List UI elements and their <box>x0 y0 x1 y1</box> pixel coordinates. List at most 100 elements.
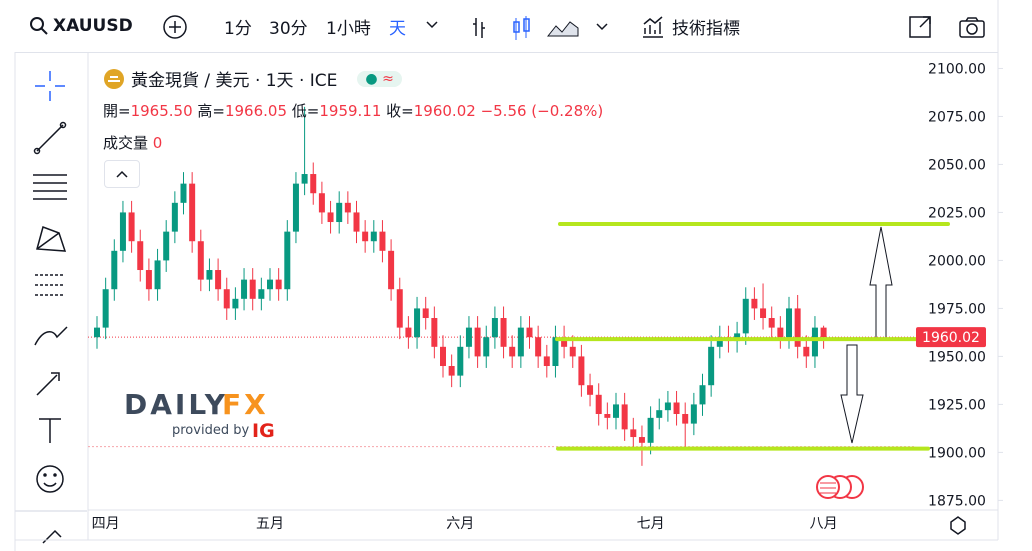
y-tick-label: 2100.00 <box>928 61 986 77</box>
candle-body <box>379 231 386 251</box>
x-tick-label: 八月 <box>810 516 838 532</box>
candle-body <box>690 404 697 424</box>
candle-body <box>716 337 723 347</box>
label: 開= <box>103 102 131 120</box>
candle-body <box>751 298 758 309</box>
indicator-icon[interactable] <box>640 14 666 40</box>
collapse-button[interactable] <box>104 160 140 188</box>
label: 高= <box>197 102 225 120</box>
candle-body <box>500 318 507 347</box>
gold-icon <box>104 68 124 89</box>
candle-body <box>197 241 204 280</box>
ohlc-row: 開=1965.50 高=1966.05 低=1959.11 收=1960.02 … <box>103 100 603 121</box>
x-tick-label: 五月 <box>256 516 284 532</box>
right-icons[interactable] <box>908 13 988 41</box>
watermark-brand: DAILY <box>124 388 228 421</box>
candle-body <box>604 414 611 418</box>
candle-body <box>820 327 827 338</box>
candle-body <box>613 404 619 418</box>
chart-type-icons[interactable] <box>470 14 610 40</box>
candle-body <box>119 212 126 251</box>
candle-body <box>318 193 325 213</box>
watermark-ig: IG <box>252 420 275 442</box>
candle-body <box>664 402 671 411</box>
candle-body <box>552 337 559 367</box>
top-toolbar: XAUUSD 1分 30分 1小時 天 技術指標 <box>15 0 998 53</box>
candle-body <box>267 279 273 290</box>
candle-body <box>327 212 334 223</box>
candle-body <box>223 289 230 309</box>
candle-body <box>509 346 516 357</box>
candle-body <box>457 346 464 376</box>
candle-body <box>405 327 412 338</box>
search-icon[interactable] <box>29 16 49 36</box>
candle-body <box>284 231 291 290</box>
candle-body <box>258 289 265 299</box>
indicators[interactable]: 技術指標 <box>672 18 740 39</box>
candle-body <box>206 270 213 280</box>
interval-active[interactable]: 天 <box>389 18 406 39</box>
interval[interactable]: 1分 <box>224 18 252 39</box>
candle-body <box>777 327 784 338</box>
candle-body <box>526 327 533 338</box>
candle-body <box>708 346 715 386</box>
candles <box>94 106 827 466</box>
candle-body <box>535 337 542 357</box>
change: −5.56 (−0.28%) <box>480 102 604 120</box>
candle-body <box>448 366 455 376</box>
candle-body <box>189 183 196 242</box>
candle-body <box>561 337 568 347</box>
candle-body <box>760 308 767 319</box>
value: 1965.50 <box>130 102 193 120</box>
candle-body <box>768 318 775 328</box>
last-price-label: 1960.02 <box>922 330 980 346</box>
y-tick-label: 1875.00 <box>928 493 986 509</box>
candle-body <box>241 279 248 299</box>
interval[interactable]: 1小時 <box>326 18 371 39</box>
value: 1960.02 <box>413 102 476 120</box>
y-tick-label: 2075.00 <box>928 109 986 125</box>
candle-body <box>171 202 178 232</box>
candle-body <box>491 318 498 338</box>
settings-icon[interactable] <box>950 516 966 535</box>
candle-body <box>673 402 680 415</box>
watermark-brand: FX <box>222 388 269 421</box>
candle-body <box>362 231 369 242</box>
candle-body <box>336 202 343 223</box>
candle-body <box>145 270 152 290</box>
candle-body <box>310 174 317 194</box>
interval[interactable]: 30分 <box>269 18 308 39</box>
x-tick-label: 六月 <box>446 516 474 532</box>
watermark-provided: provided by <box>172 423 249 438</box>
legend-title: 黃金現貨 / 美元 · 1天 · ICE <box>131 71 338 91</box>
y-tick-label: 2000.00 <box>928 253 986 269</box>
y-tick-label: 1900.00 <box>928 445 986 461</box>
candle-body <box>569 346 576 357</box>
symbol[interactable]: XAUUSD <box>53 16 133 36</box>
candle-body <box>483 337 490 357</box>
candle-body <box>275 279 282 290</box>
candle-body <box>786 308 792 338</box>
candle-body <box>578 356 585 386</box>
candle-body <box>621 404 628 430</box>
add-icon[interactable] <box>162 14 188 40</box>
candle-body <box>517 327 524 357</box>
candle-body <box>682 414 689 424</box>
candle-body <box>699 385 706 405</box>
candle-body <box>370 231 377 242</box>
candle-body <box>301 174 308 184</box>
x-tick-label: 七月 <box>637 516 665 532</box>
candle-body <box>137 241 144 271</box>
chevron[interactable] <box>425 18 439 32</box>
candle-body <box>465 327 472 347</box>
candle-body <box>638 437 645 443</box>
candle-body <box>163 231 170 261</box>
candle-body <box>803 346 810 357</box>
y-tick-label: 1975.00 <box>928 301 986 317</box>
y-tick-label: 1925.00 <box>928 397 986 413</box>
candle-body <box>102 289 109 328</box>
candle-body <box>94 327 100 338</box>
value: 0 <box>152 134 163 152</box>
